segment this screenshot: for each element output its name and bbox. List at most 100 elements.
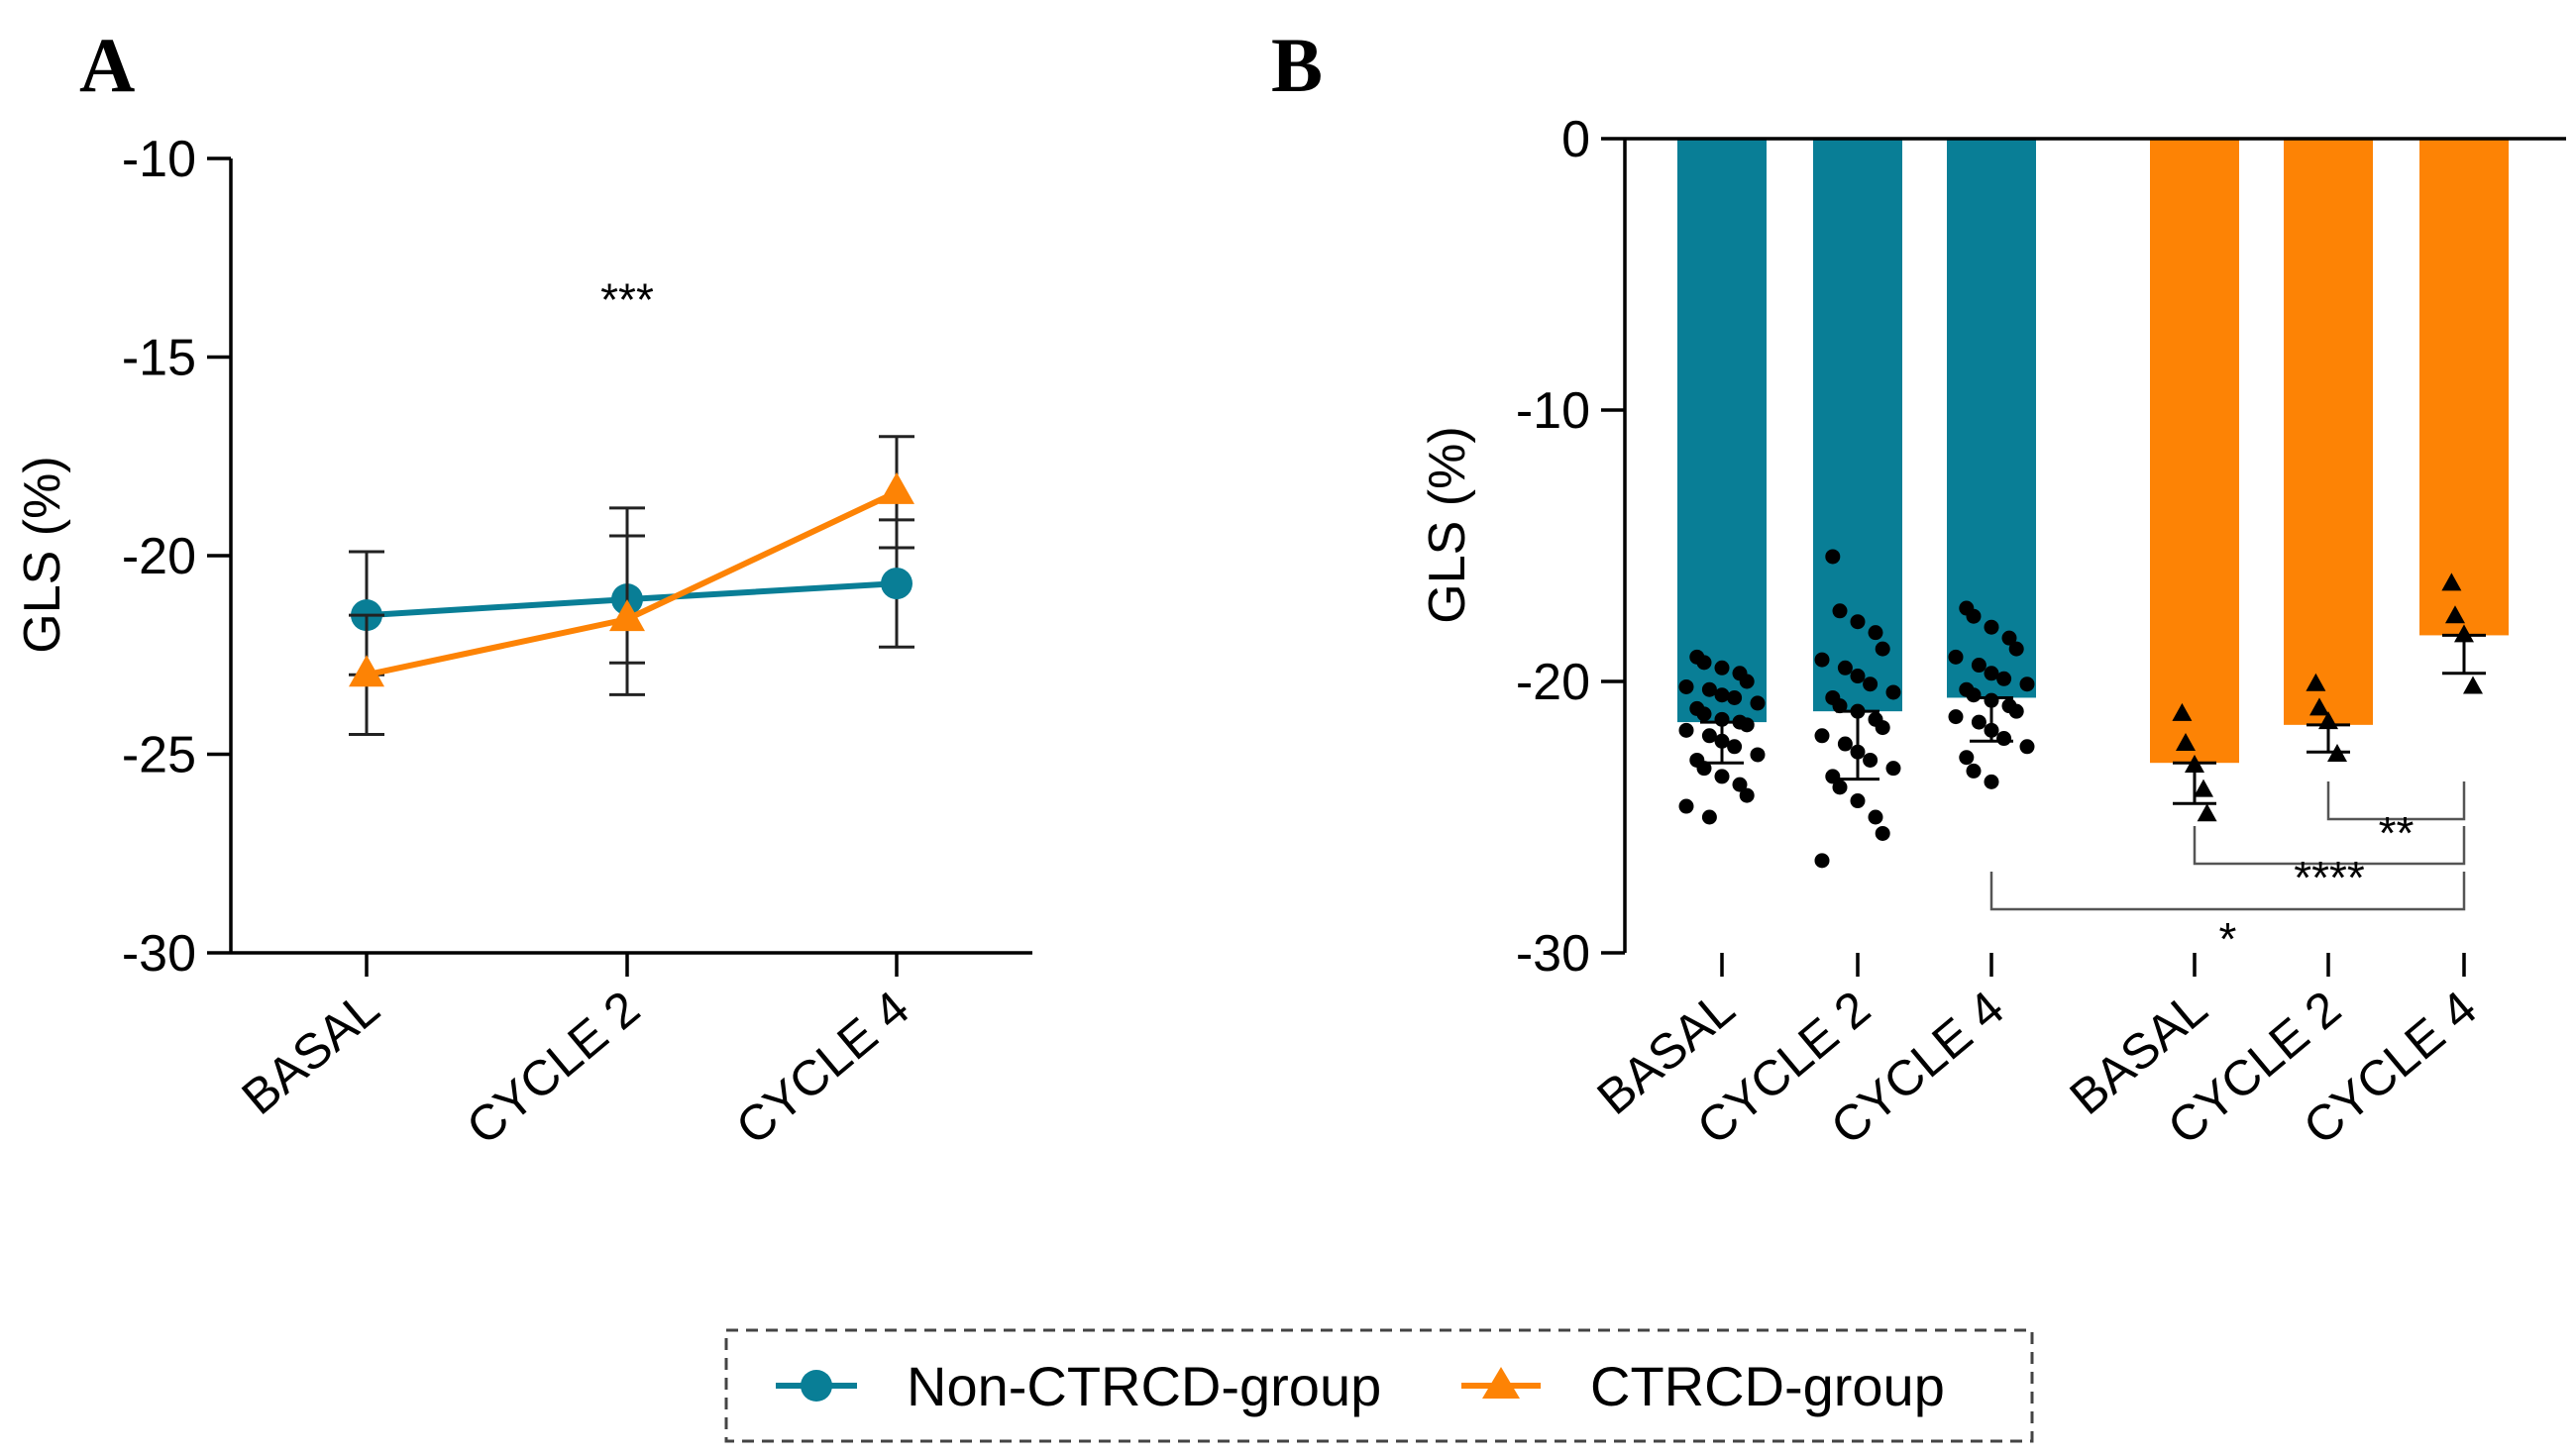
panel-b-point: [1868, 625, 1883, 641]
panel-b-bar-1: [1677, 139, 1767, 723]
panel-a-y-tick-label: -25: [122, 727, 196, 784]
panel-b-point: [2172, 702, 2193, 721]
legend-label-non-ctrcd: Non-CTRCD-group: [907, 1355, 1381, 1417]
panel-b-bars: [1677, 139, 2509, 764]
panel-b-point: [1966, 687, 1982, 703]
panel-a-y-tick-label: -10: [122, 131, 196, 188]
panel-b-bracket-3: [1989, 872, 2466, 911]
panel-b-point: [1701, 681, 1717, 697]
panel-b-point: [1832, 603, 1848, 619]
panel-b-point: [1750, 747, 1766, 763]
legend-label-ctrcd: CTRCD-group: [1590, 1355, 1945, 1417]
legend-circle-icon: [801, 1370, 832, 1402]
panel-b-y-ticks: 0 -10 -20 -30: [1516, 111, 1625, 983]
panel-a-point-ctrcd-group: [879, 471, 914, 504]
panel-b-bar-4: [2150, 139, 2239, 764]
panel-b-point: [1959, 750, 1975, 766]
panel-b-point: [1678, 722, 1694, 738]
panel-b-point: [2019, 739, 2035, 755]
panel-b-point: [1696, 761, 1712, 777]
panel-b-point: [1885, 761, 1901, 777]
panel-b-point: [2306, 673, 2326, 691]
panel-b-point: [1732, 777, 1748, 792]
panel-a-significance-annotation: ***: [600, 273, 654, 325]
panel-b-point: [1701, 809, 1717, 825]
panel-b-point: [1984, 666, 1999, 681]
panel-b-point: [1696, 655, 1712, 671]
panel-b-point: [1814, 652, 1830, 668]
panel-a-line-ctrcd-group: [366, 489, 899, 678]
panel-b-point: [1825, 549, 1841, 565]
panel-b-point: [1727, 739, 1743, 755]
panel-letter-a: A: [79, 22, 135, 108]
panel-a-y-tick-label: -20: [122, 528, 196, 585]
panel-b-point: [1701, 728, 1717, 744]
panel-a-point-ctrcd-group: [349, 655, 384, 687]
panel-a-y-axis-title: GLS (%): [14, 456, 71, 653]
panel-b-point: [1739, 674, 1755, 689]
panel-b-bar-5: [2284, 139, 2373, 725]
panel-a-category-label-basal: BASAL: [232, 981, 389, 1126]
panel-letter-b: B: [1271, 22, 1323, 108]
panel-b-point: [1837, 660, 1853, 676]
panel-b-point: [2445, 605, 2465, 624]
panel-b-point: [1696, 706, 1712, 722]
panel-b-brackets: *******: [1989, 781, 2466, 965]
panel-b-point: [1678, 678, 1694, 694]
panel-b-point: [2008, 641, 2024, 657]
panel-b-point: [1714, 660, 1730, 676]
panel-b-point: [1971, 658, 1986, 674]
panel-b-point: [1966, 763, 1982, 779]
panel-b-point: [1996, 731, 2012, 747]
panel-b-point: [2463, 676, 2483, 694]
panel-b-point: [1850, 793, 1866, 809]
panel-b-points: [1678, 549, 2486, 869]
panel-b-point: [1714, 769, 1730, 784]
panel-b-point: [1850, 669, 1866, 684]
panel-b-bracket-1: [2326, 781, 2466, 821]
panel-b-point: [2176, 733, 2196, 752]
panel-b-bracket-2: [2193, 826, 2466, 866]
panel-b-point: [1750, 695, 1766, 711]
panel-a-point-non-ctrcd-group: [881, 568, 912, 600]
panel-b-y-tick-label: -30: [1516, 925, 1590, 983]
panel-b-point: [1727, 689, 1743, 705]
panel-b-point: [1832, 698, 1848, 714]
panel-b-bar-3: [1947, 139, 2036, 698]
panel-b-point: [2001, 630, 2017, 646]
panel-a-series: [349, 435, 914, 736]
panel-b-point: [1885, 684, 1901, 700]
panel-b-point: [1868, 809, 1883, 825]
panel-b-point: [1948, 709, 1964, 725]
panel-b-point: [1971, 714, 1986, 730]
legend: Non-CTRCD-group CTRCD-group: [724, 1328, 2034, 1443]
panel-b-point: [2197, 803, 2217, 822]
panel-a-y-tick-label: -15: [122, 330, 196, 387]
panel-a-category-label-cycle-4: CYCLE 4: [725, 981, 919, 1156]
panel-b-point: [1948, 649, 1964, 665]
panel-b-point: [1678, 798, 1694, 814]
panel-b-bar-6: [2419, 139, 2509, 636]
legend-triangle-icon: [1482, 1367, 1520, 1399]
panel-b-y-axis-title: GLS (%): [1419, 426, 1476, 623]
panel-b-point: [1875, 825, 1890, 841]
panel-b-point: [1739, 717, 1755, 733]
panel-b-point: [2019, 676, 2035, 692]
panel-a-point-ctrcd-group: [609, 599, 645, 632]
panel-b-point: [1984, 774, 1999, 789]
panel-b-bracket-label-2: ****: [2294, 852, 2365, 903]
panel-b-point: [1739, 787, 1755, 803]
panel-b-point: [2441, 572, 2462, 591]
panel-b-point: [1714, 687, 1730, 703]
panel-b-point: [2008, 703, 2024, 719]
panel-b-point: [1875, 641, 1890, 657]
panel-b-point: [2194, 779, 2213, 797]
panel-b-point: [1850, 614, 1866, 630]
panel-b-point: [1875, 720, 1890, 736]
panel-b-y-tick-label: -10: [1516, 382, 1590, 440]
panel-b-point: [1837, 736, 1853, 752]
